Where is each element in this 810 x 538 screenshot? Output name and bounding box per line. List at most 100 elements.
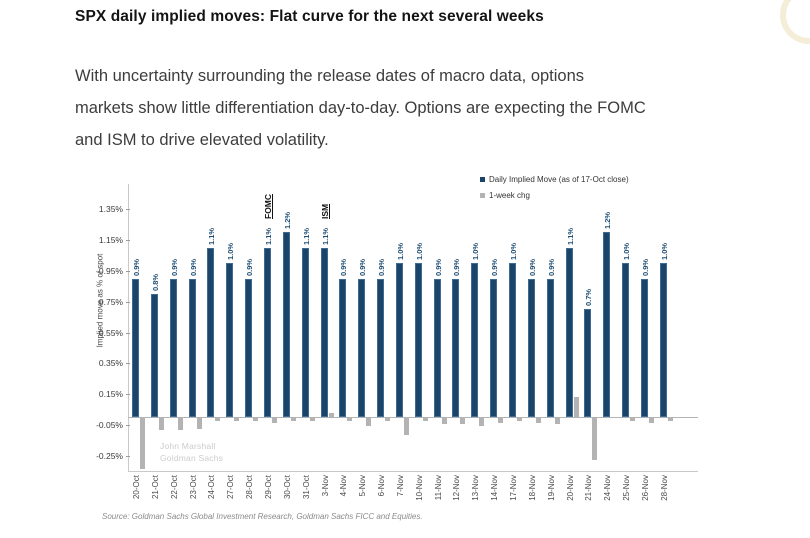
bar-daily-implied-move [150, 294, 158, 418]
bar-daily-implied-move [659, 263, 667, 418]
bar-daily-implied-move [263, 247, 271, 418]
paragraph-line: and ISM to drive elevated volatility. [75, 131, 329, 149]
bar-value-label: 0.9% [132, 258, 141, 276]
x-tick-label: 18-Nov [527, 475, 537, 501]
bar-one-week-chg [422, 418, 428, 422]
bar-one-week-chg [554, 418, 560, 425]
x-tick-label: 24-Oct [207, 475, 217, 500]
x-tick-label: 6-Nov [377, 475, 387, 497]
x-tick-label: 28-Oct [245, 475, 255, 500]
bar-one-week-chg [140, 418, 145, 469]
page-title: SPX daily implied moves: Flat curve for … [75, 8, 544, 25]
y-tick-label: 0.75% [98, 296, 123, 307]
bar-one-week-chg [271, 418, 277, 423]
bar-one-week-chg [460, 418, 466, 425]
bar-value-label: 0.7% [584, 289, 594, 307]
y-tick-mark [126, 301, 130, 303]
source-note: Source: Goldman Sachs Global Investment … [102, 512, 423, 521]
bar-one-week-chg [196, 418, 202, 429]
watermark-line2: Goldman Sachs [160, 453, 224, 463]
y-axis-line [128, 184, 129, 471]
y-tick-label: 0.95% [98, 265, 123, 276]
y-tick-label: 1.15% [98, 235, 123, 246]
bar-daily-implied-move [509, 263, 516, 418]
bar-one-week-chg [177, 418, 183, 431]
x-tick-label: 24-Nov [603, 475, 613, 501]
bar-value-label: 1.0% [226, 243, 236, 261]
bar-value-label: 0.9% [546, 258, 556, 276]
bar-daily-implied-move [640, 278, 648, 418]
legend-swatch-gray [480, 193, 485, 198]
bar-value-label: 1.2% [282, 212, 292, 230]
x-tick-label: 13-Nov [471, 475, 481, 501]
bar-value-label: 1.0% [622, 243, 632, 261]
bar-one-week-chg [403, 418, 409, 436]
bar-daily-implied-move [188, 278, 196, 418]
bar-one-week-chg [366, 418, 372, 426]
bar-one-week-chg [234, 418, 240, 422]
x-tick-label: 17-Nov [509, 475, 518, 501]
bar-daily-implied-move [282, 232, 290, 418]
bar-one-week-chg [158, 418, 164, 431]
legend-item-daily-implied-move: Daily Implied Move (as of 17-Oct close) [480, 175, 629, 184]
bar-one-week-chg [309, 418, 315, 422]
bar-daily-implied-move [527, 278, 535, 418]
y-tick-mark [126, 455, 130, 457]
bar-value-label: 1.0% [395, 243, 405, 261]
bar-daily-implied-move [471, 263, 479, 418]
bar-value-label: 1.1% [565, 227, 575, 245]
x-tick-label: 11-Nov [433, 475, 443, 501]
bar-daily-implied-move [132, 278, 139, 418]
bar-value-label: 0.9% [339, 258, 349, 276]
zero-baseline [128, 417, 698, 419]
y-tick-mark [126, 424, 130, 426]
x-tick-label: 27-Oct [226, 475, 236, 500]
y-tick-mark [126, 240, 130, 242]
x-tick-label: 7-Nov [395, 475, 405, 497]
bar-value-label: 1.0% [509, 243, 518, 261]
bar-value-label: 1.1% [301, 227, 311, 245]
bar-one-week-chg [667, 418, 673, 422]
paragraph-line: With uncertainty surrounding the release… [75, 67, 585, 85]
y-tick-label: -0.05% [96, 419, 123, 430]
x-tick-label: 28-Nov [659, 475, 669, 501]
bar-value-label: 1.0% [471, 243, 481, 261]
bar-daily-implied-move [358, 278, 366, 418]
bar-value-label: 0.9% [358, 258, 368, 276]
watermark-line1: John Marshall [160, 441, 216, 451]
legend-item-week-chg: 1-week chg [480, 191, 629, 200]
bar-daily-implied-move [414, 263, 422, 418]
x-tick-label: 21-Nov [584, 475, 594, 501]
bar-daily-implied-move [565, 247, 573, 418]
summary-paragraph: With uncertainty surrounding the release… [75, 60, 775, 156]
x-tick-label: 29-Oct [263, 475, 273, 500]
bar-value-label: 0.9% [490, 258, 500, 276]
bar-daily-implied-move [603, 232, 611, 418]
paragraph-line: markets show little differentiation day-… [75, 99, 646, 117]
x-tick-label: 20-Oct [132, 475, 141, 500]
y-tick-label: 0.15% [98, 389, 123, 400]
x-tick-label: 5-Nov [358, 475, 368, 497]
bar-one-week-chg [592, 418, 598, 460]
y-tick-mark [126, 394, 130, 396]
y-tick-mark [126, 209, 130, 211]
y-tick-mark [126, 270, 130, 272]
implied-move-chart: Implied move as % of spot 1.35% 1.15% 0.95… [93, 170, 718, 515]
bar-daily-implied-move [490, 278, 498, 418]
bar-one-week-chg [385, 418, 391, 422]
bar-daily-implied-move [245, 278, 253, 418]
x-tick-label: 4-Nov [339, 475, 349, 497]
y-tick-label: 0.35% [98, 358, 123, 369]
event-annotation: ISM [320, 203, 330, 219]
bar-daily-implied-move [395, 263, 403, 418]
y-tick-label: 1.35% [98, 204, 123, 215]
bar-one-week-chg [648, 418, 654, 423]
bar-value-label: 0.9% [188, 258, 198, 276]
author-watermark: John Marshall Goldman Sachs [160, 440, 223, 464]
bar-one-week-chg [215, 418, 221, 422]
bar-daily-implied-move [377, 278, 385, 418]
bar-value-label: 0.9% [245, 258, 255, 276]
y-tick-label: 0.55% [98, 327, 123, 338]
bar-one-week-chg [290, 418, 296, 422]
bar-one-week-chg [441, 418, 447, 425]
